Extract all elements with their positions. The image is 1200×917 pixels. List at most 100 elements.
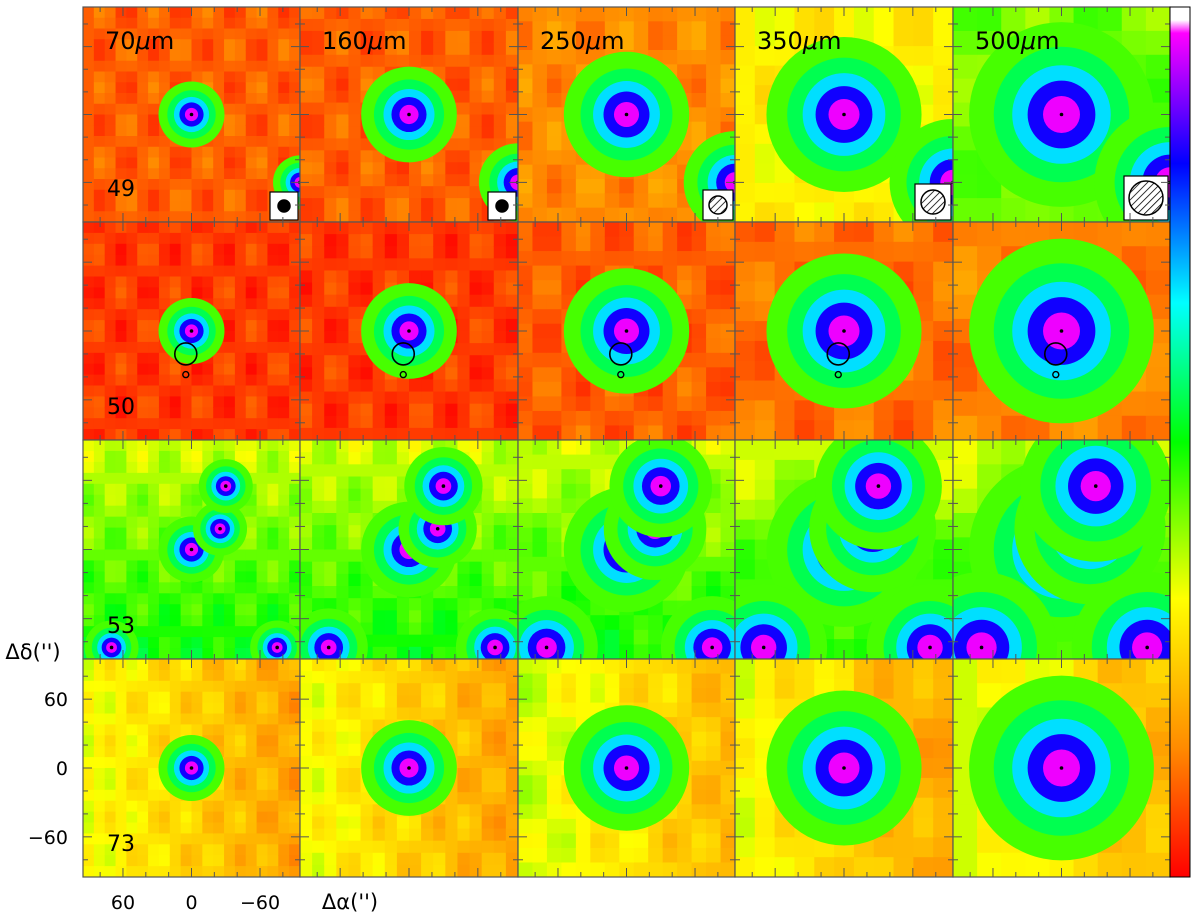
- map-pixel: [469, 90, 483, 104]
- map-pixel: [137, 429, 149, 440]
- map-pixel: [493, 78, 507, 92]
- map-pixel: [267, 114, 279, 126]
- map-pixel: [546, 309, 562, 325]
- map-pixel: [213, 374, 225, 387]
- map-pixel: [457, 719, 471, 733]
- map-pixel: [933, 758, 953, 779]
- map-pixel: [126, 800, 138, 813]
- map-pixel: [505, 78, 518, 92]
- map-pixel: [481, 780, 495, 793]
- map-pixel: [532, 425, 548, 440]
- map-pixel: [396, 54, 410, 68]
- map-pixel: [245, 189, 258, 202]
- map-pixel: [360, 270, 374, 284]
- map-pixel: [191, 71, 203, 83]
- map-pixel: [256, 168, 269, 180]
- map-pixel: [469, 792, 483, 805]
- map-pixel: [83, 363, 95, 376]
- map-pixel: [348, 513, 362, 526]
- map-pixel: [706, 222, 722, 238]
- map-pixel: [213, 136, 225, 148]
- map-pixel: [396, 258, 410, 272]
- map-pixel: [735, 479, 756, 501]
- map-pixel: [126, 157, 138, 169]
- map-pixel: [158, 418, 171, 430]
- map-pixel: [245, 505, 258, 518]
- map-pixel: [104, 125, 117, 137]
- map-pixel: [706, 338, 722, 354]
- map-pixel: [213, 735, 225, 747]
- map-pixel: [493, 42, 507, 56]
- map-pixel: [493, 102, 507, 116]
- map-pixel: [913, 678, 934, 700]
- map-pixel: [245, 114, 258, 126]
- map-pixel: [720, 804, 735, 820]
- map-pixel: [169, 222, 182, 234]
- map-pixel: [532, 179, 548, 194]
- map-pixel: [372, 198, 386, 211]
- map-pixel: [126, 866, 138, 877]
- map-pixel: [158, 60, 171, 73]
- map-pixel: [202, 232, 214, 245]
- map-pixel: [213, 265, 225, 278]
- map-pixel: [148, 341, 160, 354]
- map-pixel: [289, 352, 300, 365]
- map-pixel: [505, 537, 518, 551]
- map-pixel: [126, 789, 138, 802]
- map-pixel: [360, 452, 374, 465]
- map-pixel: [137, 200, 149, 212]
- map-pixel: [245, 396, 258, 408]
- map-pixel: [93, 254, 106, 267]
- map-pixel: [289, 429, 300, 440]
- map-pixel: [245, 626, 258, 638]
- map-pixel: [234, 626, 247, 638]
- map-panel: [299, 658, 519, 878]
- map-pixel: [457, 30, 471, 44]
- map-pixel: [735, 678, 756, 700]
- map-pixel: [336, 186, 350, 199]
- map-pixel: [691, 571, 707, 587]
- map-pixel: [126, 232, 138, 245]
- map-pixel: [324, 780, 337, 793]
- map-pixel: [300, 755, 313, 769]
- map-pixel: [853, 659, 875, 680]
- map-pixel: [873, 837, 895, 858]
- map-pixel: [256, 298, 269, 310]
- map-pixel: [256, 538, 269, 551]
- map-pixel: [518, 352, 534, 368]
- map-pixel: [336, 258, 350, 272]
- map-pixel: [267, 538, 279, 551]
- map-pixel: [126, 615, 138, 627]
- map-pixel: [213, 822, 225, 834]
- map-pixel: [267, 363, 279, 376]
- map-pixel: [126, 418, 138, 430]
- source-position-marker: [1059, 329, 1064, 333]
- map-pixel: [256, 125, 269, 137]
- map-pixel: [913, 222, 934, 243]
- map-pixel: [409, 198, 422, 211]
- map-pixel: [532, 236, 548, 252]
- map-pixel: [180, 276, 193, 288]
- map-pixel: [93, 440, 106, 452]
- map-pixel: [662, 673, 678, 689]
- map-pixel: [126, 136, 138, 148]
- map-pixel: [137, 287, 149, 299]
- map-pixel: [518, 483, 534, 499]
- map-pixel: [384, 30, 398, 44]
- map-pixel: [409, 634, 422, 648]
- map-pixel: [224, 407, 236, 419]
- map-pixel: [278, 735, 290, 747]
- map-pixel: [546, 338, 562, 354]
- map-pixel: [933, 85, 953, 106]
- map-pixel: [648, 410, 664, 427]
- map-pixel: [662, 193, 678, 209]
- map-pixel: [348, 246, 362, 259]
- map-pixel: [336, 18, 350, 32]
- map-pixel: [433, 695, 446, 709]
- map-pixel: [735, 26, 756, 47]
- map-pixel: [421, 234, 434, 247]
- map-pixel: [202, 179, 214, 191]
- map-pixel: [481, 246, 495, 259]
- map-pixel: [158, 669, 171, 682]
- map-pixel: [1097, 7, 1123, 32]
